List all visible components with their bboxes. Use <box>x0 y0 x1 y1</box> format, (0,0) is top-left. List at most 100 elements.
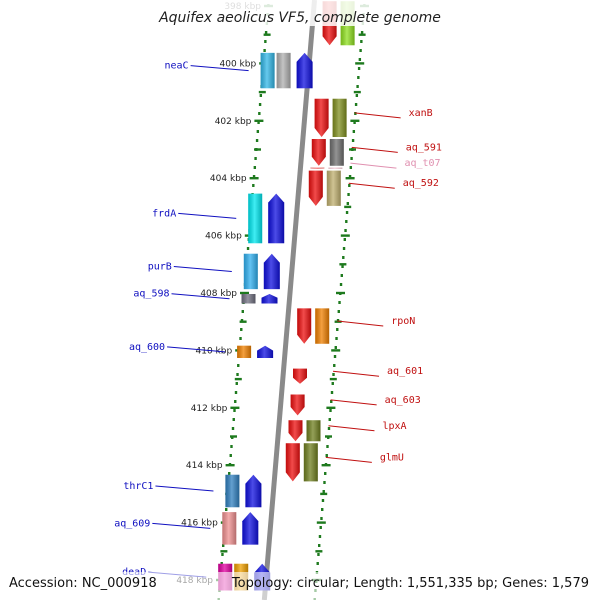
gene-segment-shading <box>311 139 326 166</box>
right-kbp-tick <box>350 119 360 122</box>
right-kbp-minor-tick <box>349 148 356 151</box>
right-dotted-guide-dot <box>319 526 322 529</box>
gene-label-glmU: glmU <box>380 452 404 463</box>
right-kbp-tick <box>336 291 345 295</box>
right-dotted-guide-dot <box>328 418 331 421</box>
gene-segment-shading <box>285 443 300 482</box>
gene-label-thrC1: thrC1 <box>123 481 153 492</box>
right-dotted-guide-dot <box>336 328 339 331</box>
left-dotted-guide-dot <box>234 391 238 394</box>
kbp-tick-label: 410 kbp <box>196 346 233 356</box>
left-dotted-guide-dot <box>259 94 263 97</box>
gene-leader-line <box>348 182 395 189</box>
left-dotted-guide-dot <box>220 562 223 565</box>
gene-segment-shading <box>225 474 240 508</box>
left-dotted-guide-dot <box>235 382 238 385</box>
left-dotted-guide-dot <box>257 121 260 124</box>
left-kbp-minor-tick <box>230 435 237 438</box>
right-dotted-guide-dot <box>317 553 320 556</box>
genome-axis-line <box>261 0 317 600</box>
right-dotted-guide-dot <box>318 535 322 538</box>
gene-leader-line <box>332 370 380 377</box>
left-dotted-guide-dot <box>252 184 255 187</box>
right-dotted-guide-dot <box>318 544 321 547</box>
left-dotted-guide-dot <box>263 49 266 52</box>
right-dotted-guide-dot <box>324 472 327 475</box>
right-dotted-guide-dot <box>355 94 359 97</box>
gene-segment-shading <box>257 345 274 358</box>
gene-leader-line <box>351 146 398 153</box>
right-dotted-guide-dot <box>345 220 348 223</box>
left-kbp-minor-tick <box>254 148 261 151</box>
left-gene-frdA <box>248 193 285 244</box>
right-dotted-guide-dot <box>338 301 341 304</box>
kbp-tick-label: 400 kbp <box>220 59 257 69</box>
right-dotted-guide-dot <box>342 256 345 259</box>
left-dotted-guide-dot <box>236 373 239 376</box>
gene-segment-shading <box>306 420 321 442</box>
right-dotted-guide-dot <box>325 454 328 457</box>
right-kbp-tick <box>355 62 365 65</box>
gene-label-lpxA: lpxA <box>382 421 406 432</box>
kbp-tick-label: 416 kbp <box>181 519 218 529</box>
right-dotted-guide-dot <box>356 85 359 88</box>
left-dotted-guide-dot <box>222 544 225 547</box>
left-dotted-guide-dot <box>258 103 262 106</box>
right-dotted-guide-dot <box>340 274 343 277</box>
gene-label-aq_592: aq_592 <box>403 178 439 189</box>
right-dotted-guide-dot <box>334 346 337 349</box>
gene-leader-line <box>152 522 211 529</box>
right-dotted-guide-dot <box>333 355 337 358</box>
left-dotted-guide-dot <box>264 31 268 34</box>
gene-segment-shading <box>222 512 237 545</box>
gene-leader-line <box>173 265 232 272</box>
left-dotted-guide-dot <box>264 40 267 43</box>
gene-leader-line <box>178 212 237 219</box>
gene-segment-shading <box>260 52 275 89</box>
right-kbp-minor-tick <box>329 377 337 381</box>
left-dotted-guide-dot <box>225 508 228 511</box>
right-kbp-tick <box>340 234 350 237</box>
gene-leader-line <box>171 293 230 300</box>
left-kbp-minor-tick <box>239 320 247 323</box>
right-dotted-guide-dot <box>350 157 353 160</box>
gene-label-aq_t07: aq_t07 <box>404 158 440 169</box>
right-kbp-minor-tick <box>344 205 352 209</box>
right-dotted-guide-dot <box>321 499 325 502</box>
gene-label-xanB: xanB <box>409 108 433 119</box>
right-dotted-guide-dot <box>348 175 352 178</box>
right-dotted-guide-dot <box>329 409 332 412</box>
left-gene-neaC <box>260 52 313 89</box>
right-dotted-guide-dot <box>335 337 338 340</box>
gene-segment-shading <box>310 167 325 169</box>
right-dotted-guide-dot <box>337 310 340 313</box>
gene-segment-shading <box>241 294 256 304</box>
gene-leader-line <box>330 399 377 406</box>
right-kbp-minor-tick <box>315 550 323 553</box>
left-kbp-tick <box>225 464 235 467</box>
right-dotted-guide-dot <box>357 76 360 79</box>
gene-segment-shading <box>268 193 285 244</box>
right-kbp-tick <box>331 349 341 352</box>
right-dotted-guide-dot <box>323 481 326 484</box>
left-kbp-tick <box>230 406 240 409</box>
gene-segment-shading <box>261 294 278 304</box>
left-dotted-guide-dot <box>221 553 224 556</box>
left-dotted-guide-dot <box>232 418 235 421</box>
right-dotted-guide-dot <box>332 373 335 376</box>
gene-leader-line <box>167 346 226 353</box>
gene-label-aq_598: aq_598 <box>133 289 169 300</box>
gene-segment-shading <box>308 170 323 206</box>
right-dotted-guide-dot <box>344 229 347 232</box>
accession-text: Accession: NC_000918 <box>9 576 157 591</box>
gene-segment-shading <box>245 474 262 508</box>
gene-label-rpoN: rpoN <box>391 316 415 327</box>
left-dotted-guide-dot <box>253 166 257 169</box>
gene-label-frdA: frdA <box>152 208 176 219</box>
right-dotted-guide-dot <box>322 490 325 493</box>
left-dotted-guide-dot <box>252 175 256 178</box>
gene-label-aq_591: aq_591 <box>406 142 442 153</box>
right-gene-glmU <box>285 443 318 482</box>
